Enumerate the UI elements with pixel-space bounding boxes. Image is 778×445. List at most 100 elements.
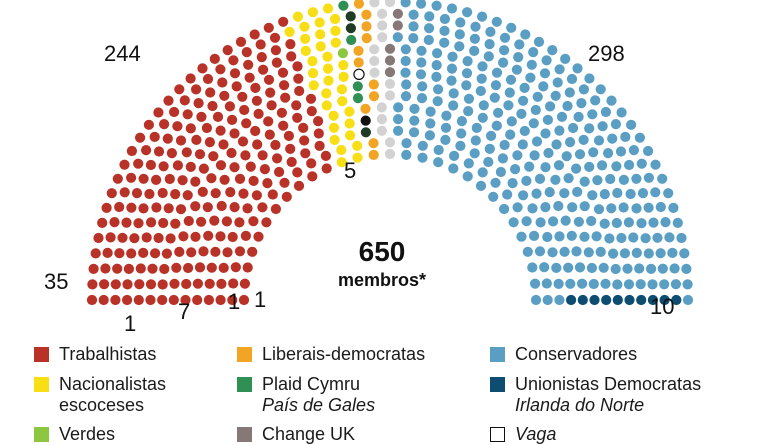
seat-dot-labour — [178, 231, 189, 242]
seat-dot-conservative — [524, 161, 535, 172]
seat-dot-conservative — [579, 231, 590, 242]
seat-dot-conservative — [393, 114, 404, 125]
seat-dot-conservative — [455, 17, 466, 28]
seat-dot-labour — [241, 47, 252, 58]
seat-dot-dup — [601, 294, 612, 306]
seat-dot-labour — [216, 200, 227, 212]
seat-dot-labour — [271, 57, 282, 68]
seat-dot-conservative — [415, 69, 427, 80]
seat-dot-conservative — [545, 101, 556, 112]
seat-dot-conservative — [573, 216, 585, 227]
seat-dot-conservative — [572, 63, 583, 74]
seat-dot-changeuk — [392, 8, 403, 19]
seat-dot-conservative — [416, 93, 428, 104]
seat-dot-conservative — [425, 118, 436, 129]
seat-dot-plaid — [346, 34, 357, 46]
seat-dot-conservative — [634, 263, 645, 274]
seat-dot-labour — [153, 146, 165, 157]
seat-dot-conservative — [462, 7, 473, 18]
seat-dot-conservative — [461, 80, 472, 91]
seat-dot-conservative — [483, 51, 494, 62]
seat-dot-plaid — [352, 81, 363, 92]
seat-dot-labour — [215, 294, 226, 306]
seat-dot-conservative — [622, 263, 633, 274]
count-label-plaid: 7 — [178, 299, 191, 324]
seat-dot-conservative — [539, 68, 551, 79]
seat-dot-labour — [253, 231, 264, 242]
seat-dot-conservative — [432, 96, 443, 107]
seat-dot-conservative — [535, 217, 546, 228]
seat-dot-labour — [313, 128, 324, 139]
seat-dot-dup — [659, 294, 670, 306]
seat-dot-conservative — [516, 108, 527, 119]
seat-dot-labour — [131, 188, 143, 199]
seat-dot-conservative — [604, 233, 615, 244]
seat-dot-labour — [252, 139, 263, 150]
seat-dot-snp — [323, 75, 334, 86]
seat-dot-conservative — [478, 100, 489, 111]
seat-dot-labour — [259, 164, 270, 175]
seat-dot-conservative — [663, 188, 674, 199]
seat-dot-conservative — [433, 84, 444, 95]
seat-dot-conservative — [463, 106, 474, 117]
seat-dot-plaid — [338, 0, 349, 11]
legend-swatch-vacant — [490, 427, 505, 442]
seat-dot-labour — [172, 160, 183, 171]
seat-dot-conservative — [541, 55, 552, 66]
seat-dot-conservative — [417, 81, 428, 92]
seat-dot-labour — [192, 278, 203, 289]
seat-dot-conservative — [400, 91, 412, 102]
seat-dot-conservative — [529, 150, 540, 161]
seat-dot-labour — [175, 135, 187, 146]
seat-dot-conservative — [668, 202, 679, 213]
seat-dot-labour — [133, 158, 144, 169]
seat-dot-conservative — [490, 177, 501, 188]
seat-dot-conservative — [507, 178, 518, 189]
seat-dot-dup — [577, 294, 588, 306]
seat-dot-conservative — [553, 278, 564, 289]
seat-dot-labour — [293, 73, 304, 84]
seat-dot-labour — [279, 177, 290, 188]
seat-dot-labour — [158, 217, 169, 229]
seat-dot-conservative — [505, 129, 516, 140]
seat-dot-conservative — [516, 231, 527, 242]
seat-dot-labour — [185, 161, 196, 172]
seat-dot-conservative — [508, 217, 519, 228]
seat-dot-snp — [330, 37, 341, 48]
legend-label-plaid: Plaid Cymru — [262, 374, 361, 394]
seat-dot-conservative — [542, 231, 553, 243]
seat-dot-labour — [135, 132, 146, 143]
seat-dot-labour — [292, 167, 303, 178]
seat-dot-conservative — [470, 21, 481, 32]
seat-dot-labour — [198, 163, 209, 174]
seat-dot-labour — [190, 176, 201, 187]
seat-dot-conservative — [446, 3, 458, 14]
seat-dot-snp — [322, 51, 333, 62]
seat-dot-conservative — [502, 189, 513, 200]
seat-dot-conservative — [485, 26, 496, 37]
seat-dot-conservative — [531, 136, 543, 147]
seat-dot-snp — [338, 60, 349, 71]
seat-dot-conservative — [605, 173, 616, 185]
seat-dot-labour — [146, 217, 157, 228]
seat-dot-dup — [647, 294, 659, 306]
legend-label-changeuk: Change UK — [262, 424, 356, 444]
seat-dot-sinn — [345, 23, 356, 34]
seat-dot-conservative — [618, 174, 630, 185]
seat-dot-conservative — [590, 95, 601, 106]
seat-dot-snp — [321, 88, 332, 99]
seat-dot-conservative — [431, 71, 442, 82]
seat-dot-conservative — [579, 176, 590, 187]
seat-dot-conservative — [530, 104, 541, 116]
seat-dot-snp — [314, 17, 325, 28]
seat-dot-conservative — [682, 294, 694, 306]
seat-dot-conservative — [623, 217, 635, 228]
seat-dot-conservative — [499, 32, 511, 43]
seat-dot-labour — [215, 64, 226, 75]
seat-dot-labour — [183, 262, 194, 274]
seat-dot-conservative — [567, 202, 578, 213]
seat-dot-conservative — [607, 133, 618, 144]
seat-dot-conservative — [587, 109, 598, 120]
seat-dot-conservative — [454, 29, 465, 40]
